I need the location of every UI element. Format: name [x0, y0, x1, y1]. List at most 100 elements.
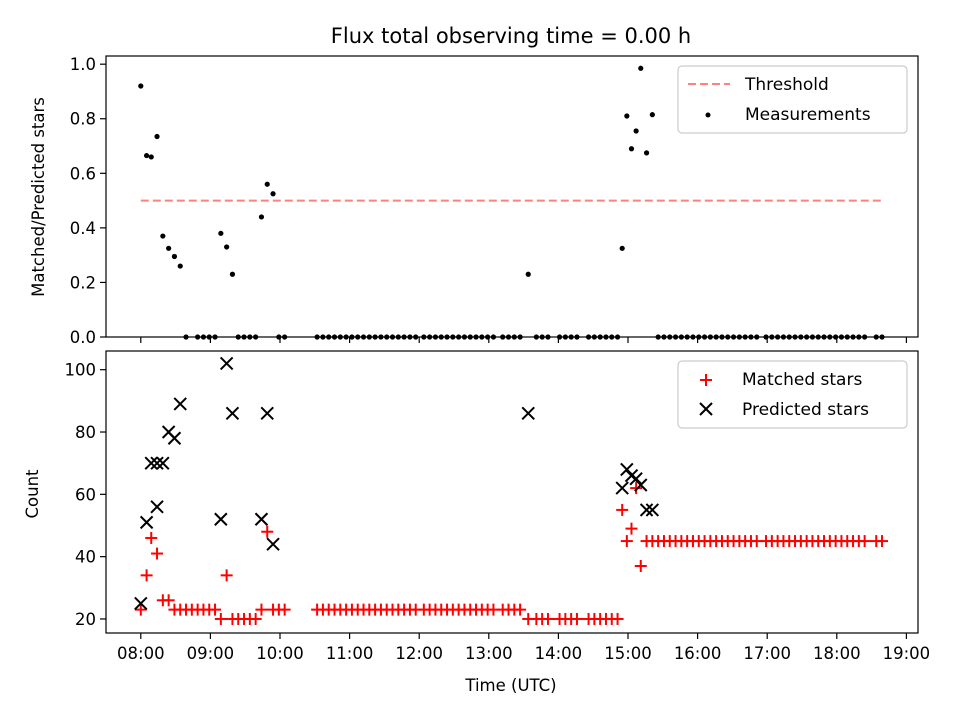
measurement-point — [154, 133, 160, 140]
measurement-point — [166, 245, 172, 251]
matched-star-point — [858, 535, 871, 548]
x-tick-label: 17:00 — [743, 644, 791, 663]
measurement-point — [264, 181, 270, 187]
matched-star-point — [625, 522, 638, 535]
top-plot-frame — [105, 55, 919, 338]
measurement-point — [619, 245, 625, 251]
measurement-point — [229, 271, 236, 277]
measurement-point — [171, 253, 178, 260]
matched-star-point — [611, 612, 624, 625]
matched-star-point — [145, 531, 158, 544]
predicted-star-point — [144, 456, 158, 470]
bottom-axis-ticks: 08:00 09:00 10:00 11:00 12:00 13:00 14:00 15:00… — [65, 361, 931, 663]
measurement-point — [638, 65, 644, 71]
legend-threshold-label: Threshold — [744, 75, 829, 95]
x-tick-label: 18:00 — [813, 644, 861, 663]
ratio-plot: Flux total observing time = 0.00 h Match… — [29, 24, 919, 347]
chart-title: Flux total observing time = 0.00 h — [331, 24, 691, 48]
matched-star-point — [630, 482, 643, 495]
x-tick-label: 19:00 — [883, 644, 931, 663]
measurement-point — [649, 112, 655, 118]
top-y-tick-label: 1.0 — [70, 55, 96, 74]
measurement-point — [224, 244, 230, 250]
top-y-tick-label: 0.0 — [70, 328, 96, 347]
bottom-y-axis-label: Count — [23, 469, 42, 519]
matched-star-point — [620, 535, 633, 548]
predicted-star-point — [615, 481, 629, 495]
top-legend-box — [677, 65, 908, 134]
matched-star-point — [255, 603, 268, 616]
bottom-y-tick-label: 20 — [75, 610, 96, 629]
predicted-star-point — [645, 503, 660, 517]
measurement-point — [628, 146, 635, 152]
legend-matched-marker — [700, 374, 712, 386]
legend-measurements-label: Measurements — [745, 105, 871, 125]
matched-star-point — [876, 535, 889, 548]
measurement-point — [643, 150, 650, 156]
x-tick-label: 09:00 — [187, 644, 235, 663]
top-axis-ticks: 0.0 0.2 0.4 0.6 0.8 1.0 — [70, 55, 908, 347]
matched-star-point — [541, 612, 554, 625]
legend-measurement-marker — [705, 112, 711, 118]
matched-star-point — [162, 594, 175, 607]
measurement-point — [270, 191, 276, 197]
x-tick-label: 11:00 — [326, 644, 374, 663]
measurement-point — [144, 152, 150, 159]
x-axis-label: Time (UTC) — [464, 676, 556, 695]
top-y-tick-label: 0.4 — [70, 219, 96, 238]
measurement-point — [148, 154, 154, 160]
measurement-point — [258, 214, 265, 220]
predicted-star-point — [134, 596, 148, 611]
predicted-star-point — [156, 456, 170, 470]
top-legend: Threshold Measurements — [677, 65, 908, 134]
matched-star-point — [140, 569, 153, 582]
matched-star-point — [209, 603, 222, 616]
predicted-star-point — [629, 472, 643, 486]
predicted-star-point — [150, 456, 164, 470]
top-y-tick-label: 0.6 — [70, 164, 96, 183]
matched-star-point — [634, 560, 647, 573]
matched-star-point — [514, 603, 527, 616]
measurement-point — [138, 83, 144, 89]
x-tick-label: 14:00 — [535, 644, 583, 663]
predicted-star-point — [167, 431, 182, 445]
bottom-y-tick-label: 40 — [75, 548, 96, 567]
matched-star-point — [278, 603, 291, 616]
bottom-legend-box — [677, 360, 908, 429]
predicted-star-point — [150, 500, 164, 514]
legend-predicted-label: Predicted stars — [742, 400, 869, 420]
matched-star-point — [616, 503, 629, 516]
measurement-point — [160, 233, 166, 239]
predicted-star-point — [173, 397, 187, 411]
matched-star-point — [134, 603, 147, 616]
predicted-star-point — [634, 478, 648, 492]
count-plot: Count Time (UTC) 08:00 09:00 10:00 11:00 12:… — [23, 350, 931, 695]
measurement-point — [218, 230, 224, 236]
legend-predicted-marker — [699, 402, 713, 416]
matched-star-point — [220, 569, 233, 582]
x-tick-label: 10:00 — [256, 644, 304, 663]
predicted-star-point — [639, 503, 654, 517]
matched-star-point — [214, 612, 227, 625]
bottom-plot-frame — [105, 350, 919, 634]
predicted-star-point — [225, 406, 240, 421]
x-tick-label: 08:00 — [117, 644, 165, 663]
predicted-star-point — [139, 515, 154, 530]
top-y-tick-label: 0.8 — [70, 110, 96, 129]
count-points — [134, 356, 889, 625]
predicted-star-point — [260, 406, 274, 421]
measurement-point — [177, 263, 183, 269]
bottom-y-tick-label: 80 — [75, 423, 96, 442]
matched-star-point — [570, 612, 583, 625]
predicted-star-point — [266, 537, 280, 551]
matched-star-point — [261, 525, 274, 538]
x-tick-label: 15:00 — [604, 644, 652, 663]
predicted-star-point — [219, 356, 234, 371]
legend-matched-label: Matched stars — [742, 370, 862, 390]
measurement-point — [525, 271, 531, 277]
predicted-star-point — [521, 406, 535, 421]
x-tick-label: 16:00 — [674, 644, 722, 663]
predicted-star-point — [214, 512, 228, 526]
bottom-y-tick-label: 100 — [65, 361, 97, 380]
